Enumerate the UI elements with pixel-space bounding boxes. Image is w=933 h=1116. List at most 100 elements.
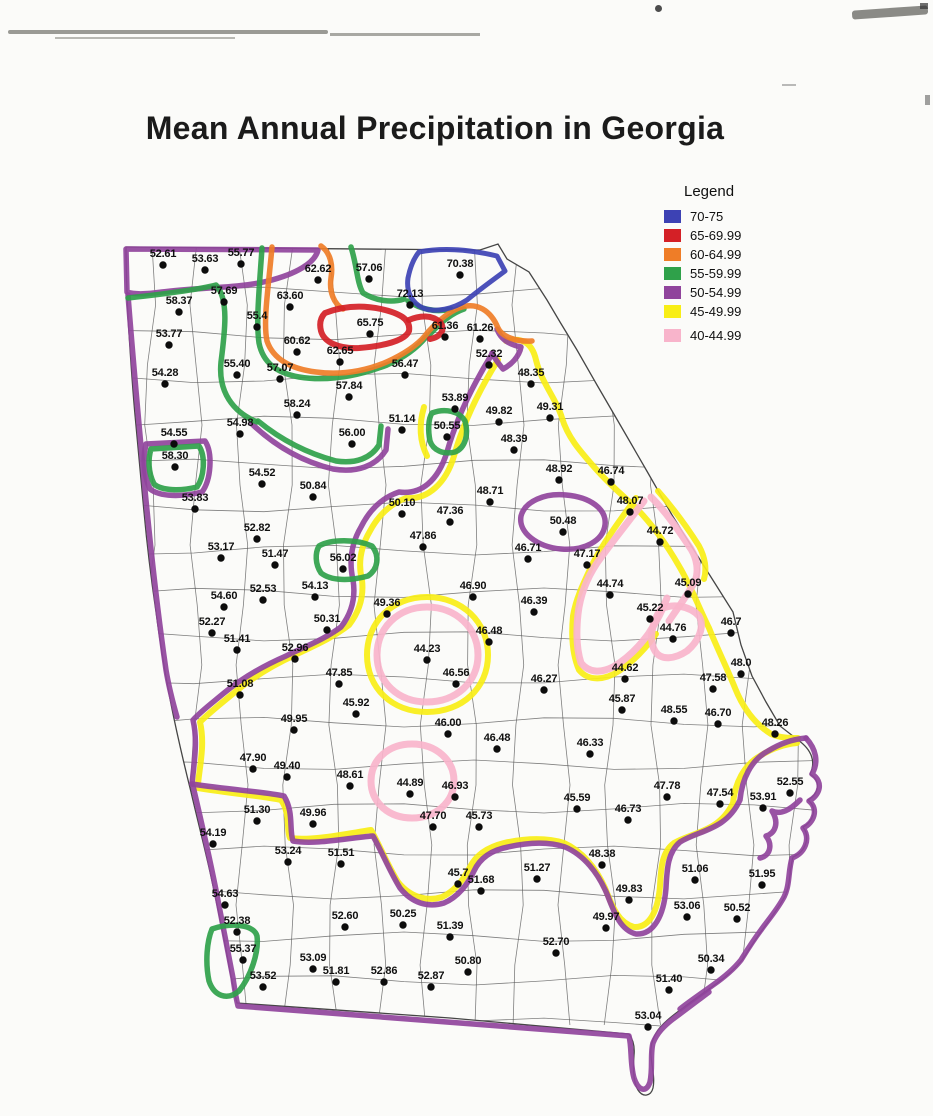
station-dot [201,266,209,274]
station: 53.09 [300,952,327,973]
station-dot [646,615,654,623]
station: 52.86 [371,965,398,986]
station-dot [583,561,591,569]
station: 51.30 [244,804,271,825]
station: 47.17 [574,548,601,569]
station-dot [495,418,503,426]
station-value: 47.78 [654,780,681,792]
station: 57.07 [267,362,294,383]
station-value: 58.30 [162,450,189,462]
station-value: 48.55 [661,704,688,716]
station-dot [345,393,353,401]
station-dot [221,901,229,909]
county-line [126,931,818,942]
contour-purple-circle-5048 [518,491,608,552]
station-dot [456,271,464,279]
station-value: 53.77 [156,328,183,340]
station-dot [475,823,483,831]
station: 52.82 [244,522,271,543]
station-value: 58.37 [166,295,193,307]
station-value: 70.38 [447,258,474,270]
station-value: 50.34 [698,953,726,965]
station-dot [624,816,632,824]
station: 47.54 [707,787,735,808]
station: 52.60 [332,910,359,931]
scan-artifact [782,84,796,86]
county-line [126,888,818,900]
station-dot [341,923,349,931]
station: 45.92 [343,697,370,718]
station: 55.77 [228,247,255,268]
station-dot [399,921,407,929]
station: 65.75 [357,317,384,338]
station-dot [727,629,735,637]
station-value: 44.72 [647,525,674,537]
station-value: 57.07 [267,362,294,374]
station-value: 55.4 [247,310,269,322]
county-line [126,501,818,513]
station: 56.00 [339,427,366,448]
station-value: 51.40 [656,973,683,985]
legend-item-label: 40-44.99 [690,327,742,343]
station-value: 53.04 [635,1010,663,1022]
station: 46.48 [476,625,503,646]
stations: 52.61 53.63 55.77 62.62 57.06 70.38 58.37 57.69… [150,247,804,1031]
station: 61.36 [432,320,459,341]
county-line [466,244,478,1026]
station-dot [446,518,454,526]
contour-green-5537-loop [204,922,261,999]
station-dot [276,375,284,383]
contour-pink-loop-4476 [648,602,705,662]
station-value: 51.14 [389,413,417,425]
orange-swatch [664,247,681,261]
county-line [511,244,525,1026]
county-line [235,244,249,1026]
station-value: 52.60 [332,910,359,922]
station-value: 48.92 [546,463,573,475]
station: 49.40 [274,760,301,781]
station-value: 51.95 [749,868,776,880]
contour-green-5830-loop [146,443,207,493]
station-dot [337,860,345,868]
station-value: 61.36 [432,320,459,332]
station-value: 50.52 [724,902,751,914]
blue-swatch [664,209,681,223]
station-dot [621,675,629,683]
purple-swatch [664,285,681,299]
station-dot [786,789,794,797]
station: 51.47 [262,548,289,569]
station-value: 44.62 [612,662,639,674]
station-dot [670,717,678,725]
station: 54.98 [227,417,254,438]
station-value: 51.27 [524,862,551,874]
station-value: 52.86 [371,965,398,977]
station: 50.31 [314,613,341,634]
station-dot [530,608,538,616]
contour-yellow-arc-5055 [417,404,430,459]
contour-purple-coast [677,735,822,1012]
station-dot [451,793,459,801]
station-dot [598,861,606,869]
station: 44.76 [660,622,687,643]
station-value: 46.39 [521,595,548,607]
station-dot [533,875,541,883]
station-value: 46.71 [515,542,542,554]
station-dot [366,330,374,338]
contour-pink-circle-4423 [373,603,482,706]
county-line [126,587,818,598]
pink-swatch [664,328,681,342]
station-value: 52.27 [199,616,226,628]
station-value: 53.24 [275,845,303,857]
station: 61.26 [467,322,494,343]
station-dot [335,680,343,688]
station: 52.38 [224,915,251,936]
contour-orange-6262-arc [318,243,346,312]
station: 55.37 [230,943,257,964]
station: 57.84 [336,380,364,401]
map-title: Mean Annual Precipitation in Georgia [145,110,725,146]
station-dot [309,820,317,828]
station-dot [380,978,388,986]
station-dot [165,341,173,349]
legend-item-label: 60-64.99 [690,246,742,262]
station-dot [427,983,435,991]
